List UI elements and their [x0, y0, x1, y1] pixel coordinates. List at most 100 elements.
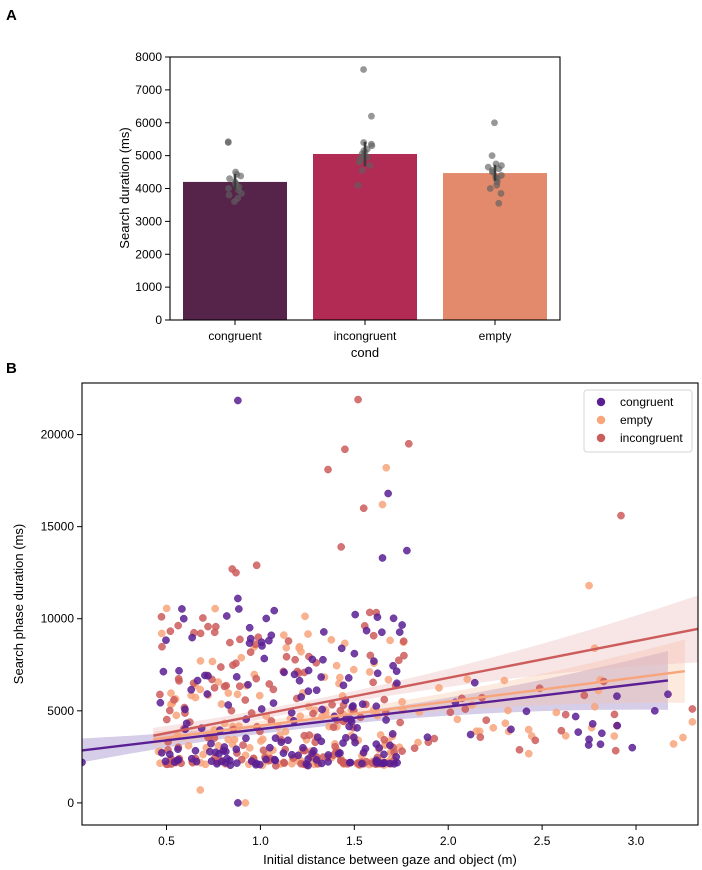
panel-b-ytick-group: 0 5000 10000 15000 20000 — [41, 428, 82, 810]
point-incongruent — [399, 637, 408, 646]
panel-a-xtick-group: congruent incongruent empty — [208, 320, 511, 343]
point-incongruent — [252, 674, 261, 683]
point-incongruent — [611, 746, 620, 755]
data-point-empty — [497, 190, 505, 197]
point-empty — [279, 631, 288, 639]
point-incongruent — [337, 543, 346, 551]
point-incongruent — [216, 663, 225, 671]
point-incongruent — [246, 648, 255, 657]
point-congruent — [378, 554, 387, 562]
point-empty — [524, 725, 533, 734]
data-point-incongruent — [358, 167, 366, 174]
point-incongruent — [291, 655, 299, 664]
point-empty — [679, 733, 687, 742]
xtick-label-incongruent: incongruent — [334, 329, 397, 343]
point-incongruent — [252, 561, 261, 570]
panel-a-ytick-label: 6000 — [135, 116, 162, 130]
point-congruent — [318, 705, 327, 714]
point-congruent — [373, 669, 382, 678]
point-empty — [688, 718, 697, 726]
point-congruent — [388, 730, 397, 738]
point-empty — [233, 690, 242, 699]
data-point-incongruent — [366, 162, 374, 169]
point-empty — [304, 630, 312, 638]
point-congruent — [398, 621, 406, 629]
point-empty — [172, 711, 181, 720]
point-congruent — [650, 706, 659, 715]
point-incongruent — [280, 759, 289, 767]
data-point-congruent — [225, 191, 233, 199]
data-point-congruent — [226, 175, 233, 183]
point-incongruent — [170, 696, 178, 704]
point-empty — [184, 741, 193, 750]
point-congruent — [270, 606, 279, 615]
point-congruent — [277, 738, 286, 747]
point-incongruent — [561, 710, 570, 719]
point-congruent — [382, 716, 390, 724]
point-congruent — [233, 759, 241, 767]
legend-marker-congruent — [596, 397, 606, 407]
point-congruent — [313, 733, 322, 742]
point-incongruent — [580, 691, 589, 700]
panel-b-xtick-label: 1.0 — [252, 834, 269, 848]
panel-b-xtick-group: 0.5 1.0 1.5 2.0 2.5 3.0 — [158, 825, 645, 848]
point-congruent — [161, 757, 170, 766]
point-congruent — [207, 739, 215, 748]
point-congruent — [220, 743, 229, 751]
panel-b-ytick-label: 5000 — [47, 704, 74, 718]
point-empty — [282, 643, 291, 652]
point-incongruent — [610, 710, 619, 719]
point-incongruent — [324, 465, 332, 474]
point-congruent — [269, 699, 278, 707]
point-congruent — [392, 667, 401, 676]
panel-a-bars — [183, 153, 547, 320]
point-congruent — [295, 676, 304, 685]
legend-label-empty: empty — [620, 413, 653, 427]
point-empty — [489, 723, 498, 732]
point-congruent — [389, 661, 397, 670]
point-congruent — [207, 757, 216, 766]
point-incongruent — [269, 685, 278, 694]
point-incongruent — [239, 741, 247, 749]
point-incongruent — [300, 731, 309, 740]
point-congruent — [324, 758, 332, 766]
point-congruent — [204, 671, 212, 680]
point-incongruent — [365, 608, 374, 617]
point-congruent — [312, 686, 321, 695]
point-incongruent — [236, 635, 244, 644]
point-congruent — [270, 755, 279, 764]
point-congruent — [393, 679, 401, 688]
point-congruent — [245, 639, 254, 647]
panel-a-ytick-label: 3000 — [135, 214, 162, 228]
point-congruent — [319, 655, 327, 664]
point-incongruent — [476, 733, 485, 742]
data-point-empty — [491, 119, 498, 127]
point-empty — [296, 712, 305, 721]
point-congruent — [373, 613, 382, 622]
point-incongruent — [380, 695, 389, 704]
point-incongruent — [354, 395, 362, 404]
panel-b-ytick-label: 20000 — [41, 428, 75, 442]
point-congruent — [334, 749, 343, 758]
point-congruent — [628, 743, 637, 752]
point-congruent — [350, 733, 358, 742]
point-congruent — [165, 750, 174, 759]
point-congruent — [470, 678, 479, 687]
point-congruent — [257, 638, 266, 647]
point-incongruent — [220, 682, 229, 691]
panel-b-regression-lines — [82, 627, 698, 752]
regression-line-congruent — [82, 679, 669, 752]
data-point-empty — [495, 165, 503, 173]
point-empty — [196, 786, 205, 794]
confidence-band-congruent — [82, 651, 668, 763]
point-empty — [435, 684, 443, 692]
point-congruent — [156, 698, 165, 707]
point-empty — [224, 735, 233, 744]
point-incongruent — [688, 705, 697, 713]
regression-line-empty — [153, 670, 686, 741]
point-empty — [384, 675, 393, 684]
point-incongruent — [329, 723, 338, 732]
point-empty — [162, 604, 171, 613]
point-incongruent — [396, 718, 405, 727]
